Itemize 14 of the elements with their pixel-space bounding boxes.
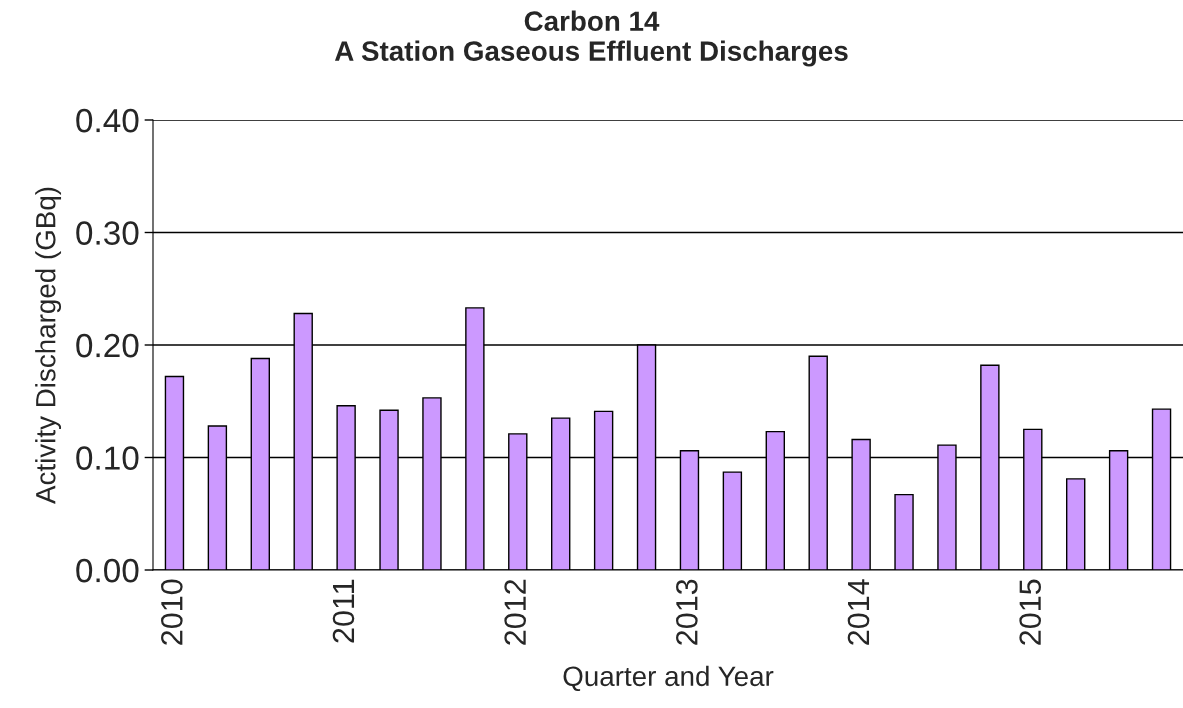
y-tick-label: 0.10	[76, 446, 139, 470]
x-tick-label: 2014	[847, 579, 870, 645]
y-tick-label: 0.40	[76, 108, 139, 133]
x-tick-label: 2010	[161, 579, 183, 645]
x-tick-label: 2011	[332, 579, 355, 643]
x-tick-label: 2013	[676, 579, 698, 645]
y-tick-label: 0.00	[76, 558, 139, 583]
y-tick-label: 0.20	[76, 333, 139, 358]
x-tick-label: 2015	[1019, 579, 1041, 645]
x-axis-title: Quarter and Year	[563, 665, 774, 692]
y-axis-title: Activity Discharged (GBq)	[35, 187, 62, 504]
y-tick-label: 0.30	[76, 221, 139, 245]
x-tick-label: 2012	[504, 579, 526, 645]
chart-title: Carbon 14 A Station Gaseous Effluent Discharges	[334, 10, 848, 67]
